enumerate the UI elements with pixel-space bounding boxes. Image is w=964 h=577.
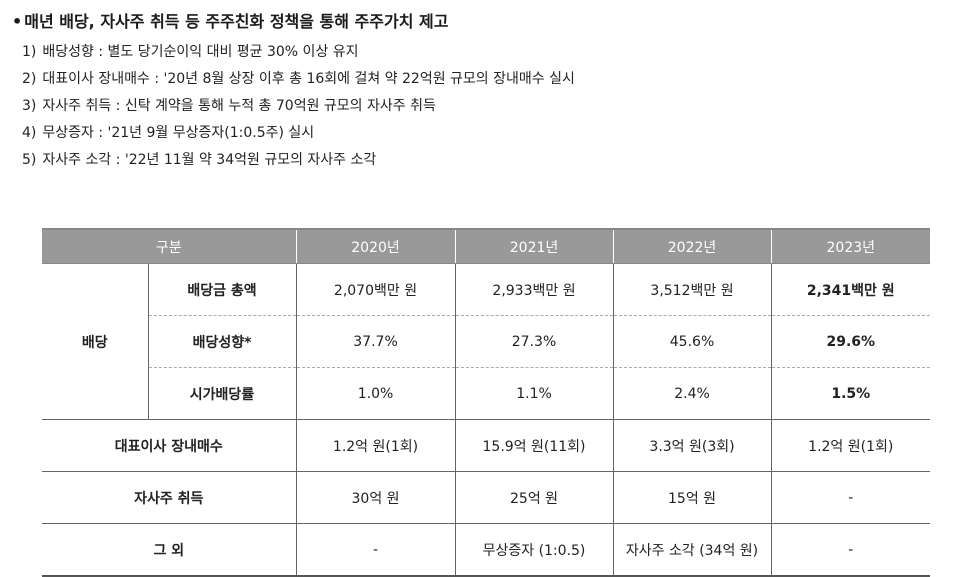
table-cell: 자사주 소각 (34억 원) [612, 523, 772, 577]
bullet: • [12, 12, 23, 31]
item-text: 배당성향 : 별도 당기순이익 대비 평균 30% 이상 유지 [42, 44, 359, 60]
header-category: 구분 [42, 228, 297, 264]
item-number: 3) [22, 98, 37, 114]
table-cell: 30억 원 [295, 471, 456, 524]
header-year: 2022년 [612, 228, 772, 264]
table-cell: 2.4% [612, 367, 772, 420]
list-item: 2) 대표이사 장내매수 : '20년 8월 상장 이후 총 16회에 걸쳐 약 … [22, 69, 575, 96]
row-label: 시가배당률 [147, 367, 297, 420]
table-cell: 45.6% [612, 315, 772, 368]
table-cell: 1.5% [770, 367, 931, 420]
row-label: 배당금 총액 [147, 263, 297, 316]
table-cell: 37.7% [295, 315, 456, 368]
list-item: 5) 자사주 소각 : '22년 11월 약 34억원 규모의 자사주 소각 [22, 150, 575, 177]
table-row: 배당 배당금 총액 2,070백만 원 2,933백만 원 3,512백만 원 … [42, 263, 931, 351]
table-cell: 1.2억 원(1회) [295, 419, 456, 472]
section-heading: • 매년 배당, 자사주 취득 등 주주친화 정책을 통해 주주가치 제고 [12, 8, 448, 32]
item-number: 1) [22, 44, 37, 60]
item-text: 무상증자 : '21년 9월 무상증자(1:0.5주) 실시 [42, 125, 315, 141]
shareholder-return-table: 구분 2020년 2021년 2022년 2023년 배당 배당금 총액 2,0… [42, 228, 931, 577]
table-cell: - [770, 523, 931, 577]
table-cell: 15.9억 원(11회) [454, 419, 614, 472]
row-label: 자사주 취득 [42, 471, 297, 524]
row-label: 배당성향* [147, 315, 297, 368]
policy-list: 1) 배당성향 : 별도 당기순이익 대비 평균 30% 이상 유지 2) 대표이사… [22, 42, 575, 177]
table-cell: 3.3억 원(3회) [612, 419, 772, 472]
table-row: 자사주 취득 30억 원 25억 원 15억 원 - [42, 471, 931, 524]
table-cell: 2,341백만 원 [770, 263, 931, 316]
item-text: 대표이사 장내매수 : '20년 8월 상장 이후 총 16회에 걸쳐 약 22… [42, 71, 575, 87]
table-cell: 1.2억 원(1회) [770, 419, 931, 472]
item-number: 2) [22, 71, 37, 87]
list-item: 3) 자사주 취득 : 신탁 계약을 통해 누적 총 70억원 규모의 자사주 취… [22, 96, 575, 123]
table-cell: 3,512백만 원 [612, 263, 772, 316]
table-cell: 29.6% [770, 315, 931, 368]
table-cell: - [770, 471, 931, 524]
table-row: 시가배당률 1.0% 1.1% 2.4% 1.5% [42, 367, 931, 420]
table-cell: 1.0% [295, 367, 456, 420]
item-number: 4) [22, 125, 37, 141]
table-cell: 무상증자 (1:0.5) [454, 523, 614, 577]
dividend-group-label: 배당 [81, 334, 108, 351]
list-item: 4) 무상증자 : '21년 9월 무상증자(1:0.5주) 실시 [22, 123, 575, 150]
table-cell: 15억 원 [612, 471, 772, 524]
header-year: 2020년 [295, 228, 456, 264]
table-cell: 25억 원 [454, 471, 614, 524]
header-year: 2023년 [770, 228, 931, 264]
row-label: 그 외 [42, 523, 297, 577]
table-header-row: 구분 2020년 2021년 2022년 2023년 [42, 228, 931, 264]
table-row: 대표이사 장내매수 1.2억 원(1회) 15.9억 원(11회) 3.3억 원… [42, 419, 931, 472]
table-cell: 2,070백만 원 [295, 263, 456, 316]
item-text: 자사주 취득 : 신탁 계약을 통해 누적 총 70억원 규모의 자사주 취득 [42, 98, 436, 114]
item-text: 자사주 소각 : '22년 11월 약 34억원 규모의 자사주 소각 [42, 152, 377, 168]
table-cell: 27.3% [454, 315, 614, 368]
table-cell: - [295, 523, 456, 577]
table-cell: 1.1% [454, 367, 614, 420]
table-cell: 2,933백만 원 [454, 263, 614, 316]
item-number: 5) [22, 152, 37, 168]
header-year: 2021년 [454, 228, 614, 264]
table-row: 배당성향* 37.7% 27.3% 45.6% 29.6% [42, 315, 931, 368]
row-label: 대표이사 장내매수 [42, 419, 297, 472]
list-item: 1) 배당성향 : 별도 당기순이익 대비 평균 30% 이상 유지 [22, 42, 575, 69]
heading-text: 매년 배당, 자사주 취득 등 주주친화 정책을 통해 주주가치 제고 [24, 12, 449, 31]
table-row: 그 외 - 무상증자 (1:0.5) 자사주 소각 (34억 원) - [42, 523, 931, 577]
